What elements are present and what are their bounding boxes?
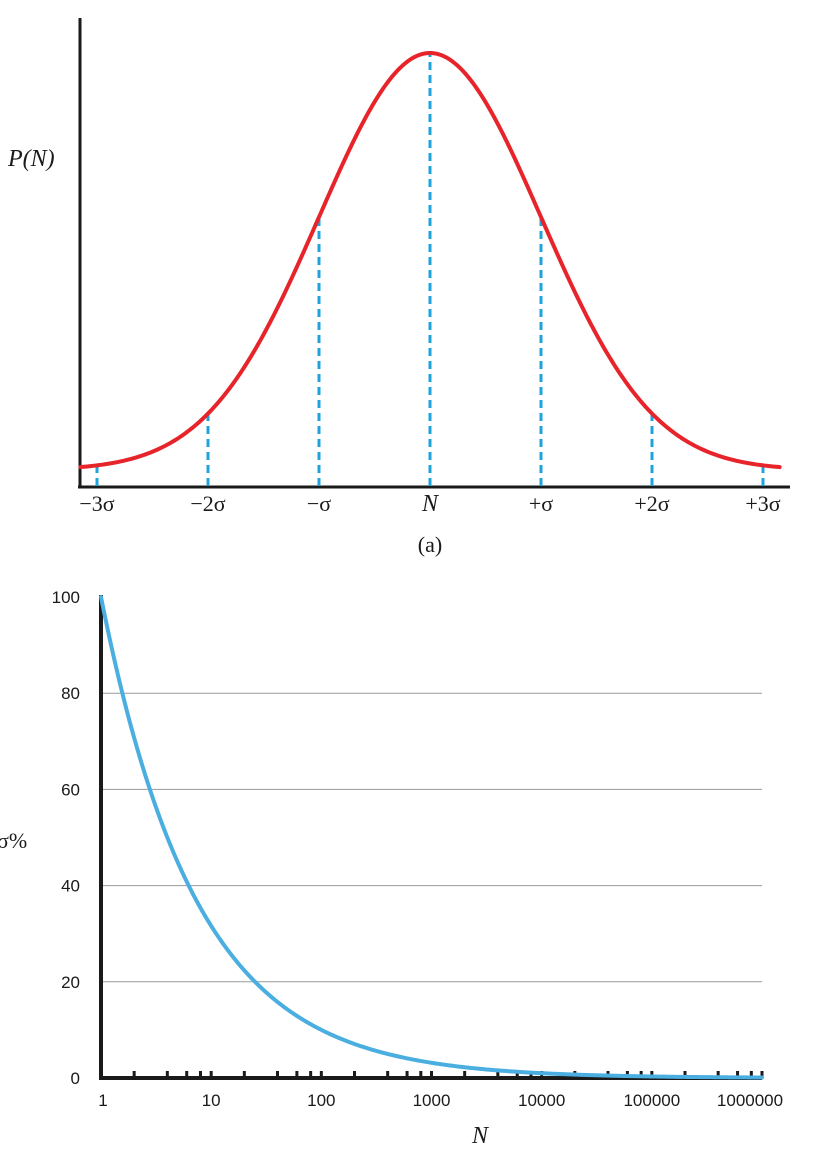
x-tick-label-a: +σ <box>529 491 553 516</box>
y-tick-label-b: 80 <box>61 684 80 703</box>
y-tick-labels-b: 0 20 40 60 80 100 <box>52 588 80 1088</box>
y-tick-label-b: 100 <box>52 588 80 607</box>
x-tick-label-b: 1 <box>98 1091 107 1110</box>
x-axis-label-b: N <box>471 1123 490 1149</box>
y-axis-label-b: σ% <box>0 828 27 853</box>
x-tick-label-a: +3σ <box>745 491 780 516</box>
y-tick-label-b: 40 <box>61 877 80 896</box>
gridlines-b <box>101 693 762 982</box>
x-tick-label-b: 1000000 <box>717 1091 783 1110</box>
x-tick-label-b: 10000 <box>518 1091 565 1110</box>
y-axis-label-a: P(N) <box>7 146 55 172</box>
x-tick-label-b: 100000 <box>623 1091 680 1110</box>
sigma-percent-chart: 0 20 40 60 80 100 1 10 100 1000 10000 100000 100000… <box>0 588 783 1149</box>
x-tick-label-a: −σ <box>307 491 331 516</box>
x-tick-labels-a: −3σ −2σ −σ N +σ +2σ +3σ <box>79 491 780 517</box>
panel-label-a: (a) <box>418 532 442 557</box>
y-tick-label-b: 20 <box>61 973 80 992</box>
x-tick-label-a: −3σ <box>79 491 114 516</box>
x-tick-label-b: 10 <box>202 1091 221 1110</box>
y-tick-label-b: 0 <box>71 1069 80 1088</box>
x-tick-label-b: 1000 <box>413 1091 451 1110</box>
x-tick-label-b: 100 <box>307 1091 335 1110</box>
x-tick-label-a: N <box>421 491 440 517</box>
normal-distribution-chart: P(N) −3σ −2σ −σ N +σ +2σ +3σ (a) <box>7 18 790 557</box>
x-tick-label-a: +2σ <box>634 491 669 516</box>
sigma-percent-curve <box>101 597 762 1078</box>
sigma-marker-lines <box>97 53 763 486</box>
x-tick-label-a: −2σ <box>190 491 225 516</box>
y-tick-label-b: 60 <box>61 780 80 799</box>
